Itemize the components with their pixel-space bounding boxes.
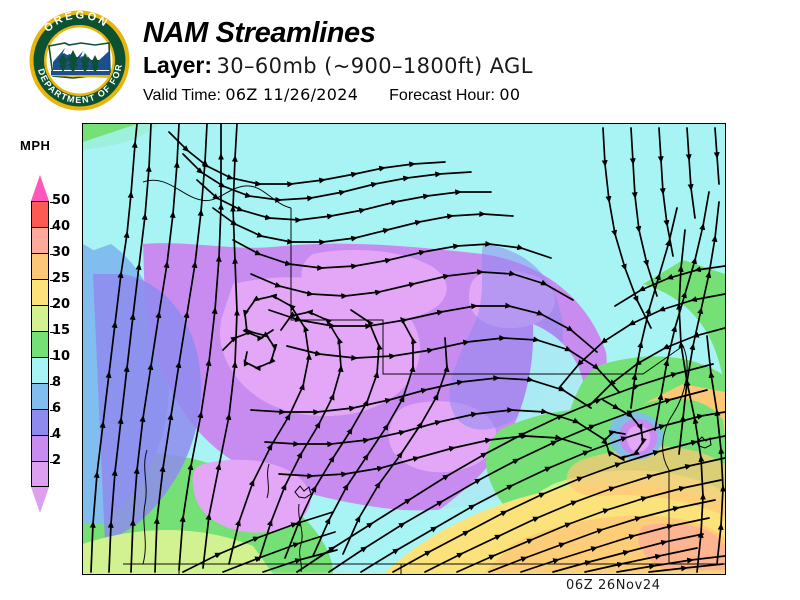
colorbar-band: 40 bbox=[31, 219, 70, 253]
colorbar-tick-label: 10 bbox=[52, 349, 71, 364]
colorbar-band: 2 bbox=[31, 453, 61, 487]
forecast-hour-label: Forecast Hour: bbox=[389, 87, 495, 104]
colorbar-tick-mark bbox=[50, 384, 54, 385]
layer-label: Layer: bbox=[143, 52, 213, 78]
colorbar-tick-mark bbox=[50, 462, 54, 463]
colorbar-tick-mark bbox=[50, 306, 54, 307]
colorbar-band: 10 bbox=[31, 349, 70, 383]
colorbar-tick-label: 30 bbox=[52, 245, 71, 260]
colorbar-tick-mark bbox=[50, 358, 54, 359]
colorbar-band: 30 bbox=[31, 245, 70, 279]
streamline-map[interactable] bbox=[82, 123, 726, 575]
colorbar-band: 50 bbox=[31, 193, 70, 227]
colorbar-tick-label: 6 bbox=[52, 401, 62, 416]
colorbar-tick-mark bbox=[50, 410, 54, 411]
colorbar-over-arrow bbox=[31, 175, 49, 201]
colorbar-tick-label: 8 bbox=[52, 375, 62, 390]
colorbar-tick-mark bbox=[50, 254, 54, 255]
layer-line: Layer: 30–60mb (~900–1800ft) AGL bbox=[143, 52, 533, 82]
colorbar: 50 40 30 25 20 15 10 8 6 4 2 bbox=[31, 175, 70, 513]
colorbar-under-arrow bbox=[31, 487, 49, 513]
colorbar-tick-label: 2 bbox=[52, 453, 62, 468]
layer-value: 30–60mb (~900–1800ft) AGL bbox=[216, 54, 533, 78]
colorbar-band: 6 bbox=[31, 401, 61, 435]
colorbar-tick-mark bbox=[50, 280, 54, 281]
colorbar-tick-label: 20 bbox=[52, 297, 71, 312]
title-block: NAM Streamlines Layer: 30–60mb (~900–180… bbox=[143, 16, 533, 106]
map-canvas bbox=[83, 124, 725, 574]
colorbar-tick-mark bbox=[50, 202, 54, 203]
colorbar-tick-mark bbox=[50, 332, 54, 333]
map-timestamp: 06Z 26Nov24 bbox=[566, 578, 661, 593]
colorbar-tick-mark bbox=[50, 436, 54, 437]
colorbar-tick-label: 50 bbox=[52, 193, 71, 208]
colorbar-band: 8 bbox=[31, 375, 61, 409]
colorbar-tick-label: 40 bbox=[52, 219, 71, 234]
colorbar-tick-label: 15 bbox=[52, 323, 71, 338]
valid-time-label: Valid Time: bbox=[143, 87, 221, 104]
legend-units-label: MPH bbox=[20, 138, 51, 153]
colorbar-band: 4 bbox=[31, 427, 61, 461]
colorbar-tick-mark bbox=[50, 228, 54, 229]
page-title: NAM Streamlines bbox=[143, 17, 376, 49]
colorbar-band: 20 bbox=[31, 297, 70, 331]
colorbar-cells: 50 40 30 25 20 15 10 8 6 4 2 bbox=[31, 193, 70, 487]
colorbar-band: 25 bbox=[31, 271, 70, 305]
oregon-department-of-forestry-logo: OREGON DEPARTMENT OF FORESTRY bbox=[25, 2, 130, 111]
colorbar-band: 15 bbox=[31, 323, 70, 357]
colorbar-tick-label: 25 bbox=[52, 271, 71, 286]
forecast-hour-value: 00 bbox=[499, 85, 521, 104]
colorbar-tick-label: 4 bbox=[52, 427, 62, 442]
valid-time-line: Valid Time: 06Z 11/26/2024 Forecast Hour… bbox=[143, 85, 533, 106]
header: OREGON DEPARTMENT OF FORESTRY NAM Stream… bbox=[0, 0, 800, 118]
valid-time-value: 06Z 11/26/2024 bbox=[225, 85, 359, 104]
colorbar-legend: MPH 50 40 30 25 20 15 10 8 6 4 2 bbox=[0, 130, 78, 530]
